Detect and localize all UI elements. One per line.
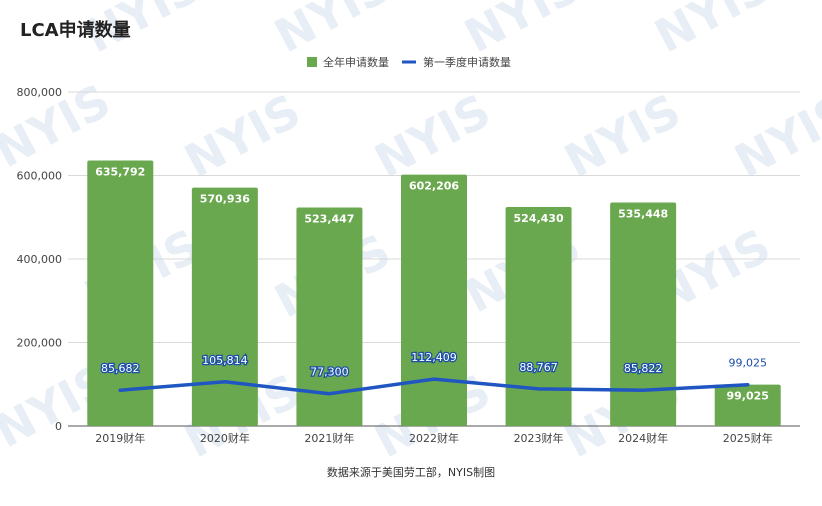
source-note: 数据来源于美国劳工部，NYIS制图 <box>327 465 495 479</box>
bar <box>401 174 467 426</box>
x-tick-label: 2025财年 <box>723 431 773 445</box>
bar-data-label: 524,430 <box>514 212 564 225</box>
watermark-text: NYIS <box>646 0 779 63</box>
bar <box>505 207 572 426</box>
bar-data-label: 99,025 <box>726 390 768 403</box>
x-tick-label: 2023财年 <box>514 431 564 445</box>
bar <box>87 160 154 427</box>
line-data-label: 85,822 <box>624 362 663 375</box>
bar <box>714 384 781 426</box>
line-data-label: 77,300 <box>310 366 349 379</box>
watermark-text: NYIS <box>456 0 589 63</box>
legend-line-label: 第一季度申请数量 <box>423 55 511 69</box>
bar-series <box>87 160 781 427</box>
line-data-label: 99,025 <box>728 357 767 370</box>
watermark-text: NYIS <box>366 83 499 188</box>
legend-bar-swatch <box>307 57 317 67</box>
x-tick-label: 2020财年 <box>200 431 250 445</box>
watermark-text: NYIS <box>176 83 309 188</box>
y-tick-label: 400,000 <box>17 253 63 266</box>
x-tick-label: 2024财年 <box>618 431 668 445</box>
line-data-label: 85,682 <box>101 362 140 375</box>
line-point <box>432 377 436 381</box>
y-tick-label: 200,000 <box>17 337 63 350</box>
x-tick-label: 2021财年 <box>304 431 354 445</box>
line-data-label: 112,409 <box>411 351 457 364</box>
y-tick-label: 600,000 <box>17 170 63 183</box>
x-axis-ticks: 2019财年 2020财年 2021财年 2022财年 2023财年 2024财年 2025… <box>95 431 772 445</box>
x-tick-label: 2019财年 <box>95 431 145 445</box>
bar-data-label: 523,447 <box>304 212 354 225</box>
chart-title: LCA申请数量 <box>20 19 131 41</box>
watermark-text: NYIS <box>266 0 399 63</box>
line-data-label: 88,767 <box>519 361 558 374</box>
bar <box>296 207 363 426</box>
bar-data-label: 602,206 <box>409 180 459 193</box>
y-tick-label: 0 <box>55 420 62 433</box>
line-point <box>327 392 331 396</box>
bar <box>191 187 258 426</box>
y-tick-label: 800,000 <box>17 86 63 99</box>
bar-data-label: 535,448 <box>618 207 668 220</box>
line-series <box>118 377 750 396</box>
line-labels: 85,682 105,814 77,300 112,409 88,767 85,822 99… <box>100 350 767 380</box>
watermark-text: NYIS <box>556 83 689 188</box>
legend-bar-label: 全年申请数量 <box>323 55 389 69</box>
line-point <box>641 388 645 392</box>
line-data-label: 105,814 <box>202 354 248 367</box>
bar-data-label: 570,936 <box>200 193 250 206</box>
y-axis-ticks: 0 200,000 400,000 600,000 800,000 <box>17 86 63 433</box>
line-point <box>223 380 227 384</box>
line-point <box>118 388 122 392</box>
watermark-text: NYIS <box>726 83 822 188</box>
bar <box>610 202 677 426</box>
line-point <box>537 387 541 391</box>
x-tick-label: 2022财年 <box>409 431 459 445</box>
bar-labels: 635,792 570,936 523,447 602,206 524,430 535,4… <box>95 166 769 403</box>
line-point <box>746 383 750 387</box>
bar-data-label: 635,792 <box>95 166 145 179</box>
legend: 全年申请数量 第一季度申请数量 <box>307 55 511 69</box>
